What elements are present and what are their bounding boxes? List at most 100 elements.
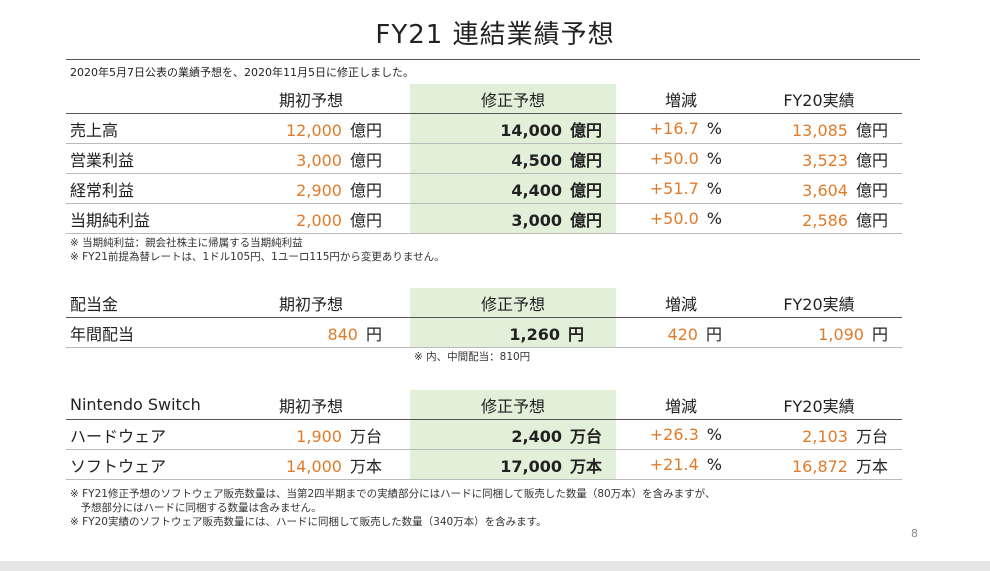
header-change: 増減 [664,294,697,314]
note-line: ※ FY20実績のソフトウェア販売数量には、ハードに同梱して販売した数量（340… [70,516,547,528]
initial-cell: 14,000 万本 [226,449,396,480]
initial-unit: 億円 [349,210,382,230]
change-cell: +26.3% [626,419,736,450]
revised-unit: 万台 [569,426,602,446]
fy20-cell: 1,090 円 [736,317,902,348]
fy20-cell: 13,085 億円 [736,113,902,144]
fy20-value: 1,090 [818,324,864,344]
change-value: +51.7 [649,179,699,198]
change-unit: 円 [705,324,722,344]
fy20-unit: 億円 [855,120,888,140]
fy20-value: 3,523 [802,150,848,170]
title-divider [66,59,920,60]
table-row: ハードウェア 1,900 万台 2,400 万台 +26.3% 2,103 万台 [66,419,902,450]
dividend-note: ※ 内、中間配当：810円 [414,351,531,363]
intro-text: 2020年5月7日公表の業績予想を、2020年11月5日に修正しました。 [70,66,414,79]
change-cell: +50.0% [626,143,736,174]
change-cell: +50.0% [626,203,736,234]
page-number: 8 [911,527,918,540]
revised-value: 1,260 [509,324,560,344]
change-value: +26.3 [649,425,699,444]
header-fy20: FY20実績 [783,90,855,110]
revised-value: 3,000 [511,210,562,230]
initial-unit: 億円 [349,150,382,170]
note-line: ※ FY21前提為替レートは、1ドル105円、1ユーロ115円から変更ありません… [70,251,445,263]
fy20-cell: 2,586 億円 [736,203,902,234]
change-value: +50.0 [649,209,699,228]
fy20-value: 13,085 [792,120,848,140]
note-line: ※ FY21修正予想のソフトウェア販売数量は、当第2四半期までの実績部分にはハー… [70,488,716,500]
row-label: ハードウェア [66,419,226,450]
fy20-unit: 円 [871,324,888,344]
fy20-value: 16,872 [792,456,848,476]
change-cell: 420 円 [626,317,736,348]
initial-cell: 12,000 億円 [226,113,396,144]
page-title: FY21 連結業績予想 [375,20,615,50]
revised-value: 17,000 [500,456,562,476]
initial-value: 2,900 [296,180,342,200]
row-label: ソフトウェア [66,449,226,480]
revised-value: 2,400 [511,426,562,446]
earnings-header-blank [66,84,226,114]
change-unit: % [706,425,722,444]
fy20-cell: 16,872 万本 [736,449,902,480]
header-initial: 期初予想 [278,396,343,416]
initial-unit: 円 [365,324,382,344]
initial-value: 3,000 [296,150,342,170]
header-initial: 期初予想 [278,294,343,314]
revised-unit: 億円 [569,150,602,170]
fy20-unit: 万台 [855,426,888,446]
table-row: 経常利益 2,900 億円 4,400 億円 +51.7% 3,604 億円 [66,173,902,204]
revised-unit: 円 [567,324,584,344]
header-change: 増減 [664,90,697,110]
row-label: 売上高 [66,113,226,144]
initial-cell: 3,000 億円 [226,143,396,174]
change-unit: % [706,455,722,474]
fy20-cell: 3,523 億円 [736,143,902,174]
header-fy20: FY20実績 [783,294,855,314]
fy20-unit: 億円 [855,150,888,170]
change-value: +16.7 [649,119,699,138]
fy20-cell: 2,103 万台 [736,419,902,450]
revised-cell: 4,500 億円 [410,143,616,174]
change-value: +50.0 [649,149,699,168]
revised-unit: 億円 [569,120,602,140]
fy20-unit: 億円 [855,180,888,200]
revised-value: 14,000 [500,120,562,140]
change-unit: % [706,209,722,228]
initial-cell: 1,900 万台 [226,419,396,450]
footer-bar [0,561,990,571]
table-row: 当期純利益 2,000 億円 3,000 億円 +50.0% 2,586 億円 [66,203,902,234]
revised-cell: 17,000 万本 [410,449,616,480]
fy20-unit: 億円 [855,210,888,230]
initial-value: 12,000 [286,120,342,140]
dividend-section-label: 配当金 [70,294,119,314]
row-label: 経常利益 [66,173,226,204]
table-row: ソフトウェア 14,000 万本 17,000 万本 +21.4% 16,872 万本 [66,449,902,480]
revised-value: 4,400 [511,180,562,200]
revised-cell: 2,400 万台 [410,419,616,450]
revised-unit: 億円 [569,210,602,230]
change-cell: +16.7% [626,113,736,144]
revised-cell: 14,000 億円 [410,113,616,144]
change-unit: % [706,179,722,198]
header-fy20: FY20実績 [783,396,855,416]
switch-notes: ※ FY21修正予想のソフトウェア販売数量は、当第2四半期までの実績部分にはハー… [70,487,715,529]
initial-unit: 万台 [349,426,382,446]
change-unit: % [706,149,722,168]
earnings-forecast-table: 期初予想 修正予想 増減 FY20実績 売上高 12,000 億円 14,000 億… [66,84,902,234]
fy20-value: 2,103 [802,426,848,446]
dividend-table: 配当金 期初予想 修正予想 増減 FY20実績 年間配当 840 円 1,260 円… [66,288,902,348]
header-revised: 修正予想 [410,288,616,318]
initial-cell: 840 円 [226,317,396,348]
table-row: 営業利益 3,000 億円 4,500 億円 +50.0% 3,523 億円 [66,143,902,174]
change-value: +21.4 [649,455,699,474]
change-cell: +21.4% [626,449,736,480]
switch-table: Nintendo Switch 期初予想 修正予想 増減 FY20実績 ハードウ… [66,390,902,480]
revised-cell: 1,260 円 [410,317,616,348]
initial-value: 840 [327,324,358,344]
switch-section-label: Nintendo Switch [70,395,201,414]
initial-unit: 万本 [349,456,382,476]
earnings-notes: ※ 当期純利益：親会社株主に帰属する当期純利益 ※ FY21前提為替レートは、1… [70,236,445,264]
note-line: ※ 当期純利益：親会社株主に帰属する当期純利益 [70,237,303,249]
